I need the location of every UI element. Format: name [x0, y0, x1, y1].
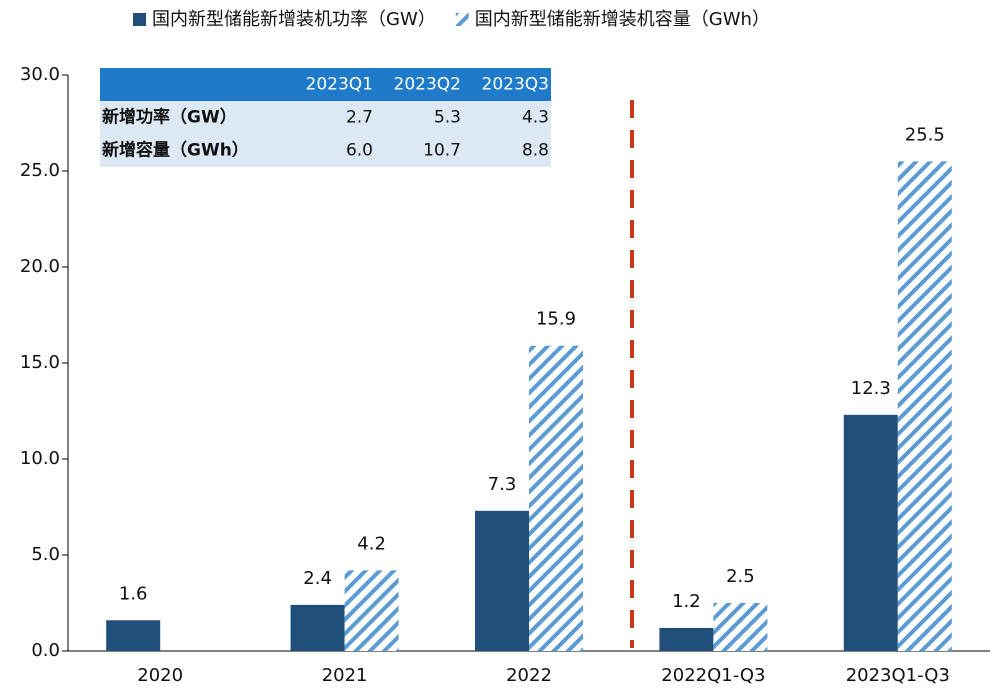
table-cell: 2.7 [346, 108, 373, 128]
x-tick-label: 2021 [322, 665, 368, 686]
bar [897, 161, 952, 651]
y-tick-label: 15.0 [20, 352, 60, 373]
table-header-bg [100, 68, 551, 101]
legend-label: 国内新型储能新增装机容量（GWh） [475, 9, 770, 30]
y-tick-label: 30.0 [20, 64, 60, 85]
y-tick-label: 0.0 [31, 640, 60, 661]
table-cell: 5.3 [434, 108, 461, 128]
table-body-bg [100, 101, 551, 167]
data-label: 1.2 [672, 591, 701, 612]
y-tick-label: 5.0 [31, 544, 60, 565]
x-tick-label: 2022Q1-Q3 [661, 665, 765, 686]
table-row-label: 新增容量（GWh） [102, 140, 249, 161]
data-label: 25.5 [905, 124, 945, 145]
x-tick-label: 2020 [137, 665, 183, 686]
data-label: 2.5 [726, 566, 755, 587]
table-cell: 8.8 [522, 141, 549, 161]
data-label: 12.3 [851, 378, 891, 399]
data-label: 4.2 [357, 533, 386, 554]
table-row-label: 新增功率（GW） [102, 107, 237, 128]
bar [659, 627, 714, 651]
bar [529, 345, 583, 651]
bar [843, 414, 898, 651]
legend-label: 国内新型储能新增装机功率（GW） [152, 9, 436, 30]
bar [106, 620, 161, 651]
bar [713, 603, 768, 651]
table-column-header: 2023Q3 [482, 75, 549, 95]
y-tick-label: 20.0 [20, 256, 60, 277]
legend-marker [133, 13, 146, 26]
y-tick-label: 10.0 [20, 448, 60, 469]
data-label: 7.3 [488, 474, 517, 495]
data-label: 2.4 [303, 568, 332, 589]
x-tick-label: 2022 [506, 665, 552, 686]
table-cell: 10.7 [423, 141, 461, 161]
y-tick-label: 25.0 [20, 160, 60, 181]
x-tick-label: 2023Q1-Q3 [846, 665, 950, 686]
legend-marker [455, 13, 469, 26]
table-column-header: 2023Q1 [306, 75, 373, 95]
data-label: 1.6 [119, 583, 148, 604]
table-column-header: 2023Q2 [394, 75, 461, 95]
data-label: 15.9 [536, 309, 576, 330]
table-cell: 6.0 [346, 141, 373, 161]
bar [475, 510, 529, 651]
table-cell: 4.3 [522, 108, 549, 128]
bar [344, 570, 399, 651]
bar [290, 604, 345, 651]
